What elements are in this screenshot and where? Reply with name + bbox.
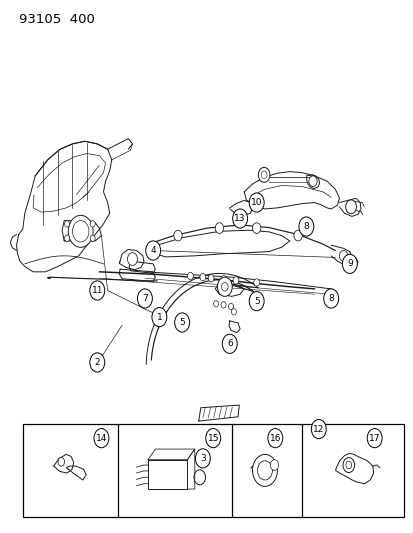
Circle shape [68,215,93,247]
Circle shape [293,230,301,241]
Circle shape [366,429,381,448]
Text: 11: 11 [91,286,103,295]
Circle shape [308,176,316,187]
Text: 5: 5 [253,297,259,305]
Circle shape [173,230,182,241]
Circle shape [252,454,277,486]
Text: 6: 6 [226,340,232,348]
Text: 1: 1 [156,313,162,321]
Circle shape [249,193,263,212]
Circle shape [199,273,205,281]
Circle shape [213,301,218,307]
Text: 16: 16 [269,434,280,442]
Circle shape [345,462,351,469]
Circle shape [257,461,272,480]
Text: 5: 5 [179,318,185,327]
Circle shape [231,309,236,315]
Circle shape [94,429,109,448]
Text: 4: 4 [150,246,156,255]
Circle shape [342,457,354,473]
Text: 8: 8 [303,222,309,231]
Circle shape [258,167,269,182]
Circle shape [345,200,356,214]
Text: 7: 7 [142,294,147,303]
Circle shape [174,313,189,332]
Bar [148,459,187,489]
Circle shape [249,292,263,311]
Circle shape [253,279,259,286]
Text: 10: 10 [250,198,262,207]
Circle shape [215,223,223,233]
Circle shape [217,277,232,296]
Circle shape [64,235,69,241]
Circle shape [339,251,347,261]
Circle shape [58,457,64,466]
Text: 13: 13 [234,214,245,223]
Circle shape [261,171,266,179]
Text: 8: 8 [328,294,333,303]
Text: 3: 3 [199,454,205,463]
Circle shape [222,334,237,353]
Text: 2: 2 [94,358,100,367]
Circle shape [137,289,152,308]
Text: 14: 14 [95,434,107,442]
Circle shape [221,302,225,308]
Text: 9: 9 [346,260,352,268]
Circle shape [270,459,278,471]
Circle shape [221,282,228,291]
Circle shape [64,221,69,227]
Circle shape [208,274,214,282]
Text: 17: 17 [368,434,380,442]
Circle shape [187,272,193,280]
Text: 12: 12 [312,425,324,433]
Circle shape [323,289,338,308]
Circle shape [90,353,104,372]
Bar [23,424,403,517]
Circle shape [205,429,220,448]
Circle shape [342,254,356,273]
Circle shape [90,221,95,227]
Circle shape [311,419,325,439]
Circle shape [152,308,166,327]
Circle shape [195,449,210,468]
Circle shape [127,253,137,265]
Circle shape [267,429,282,448]
Circle shape [228,303,233,310]
Circle shape [233,277,238,284]
Circle shape [72,221,89,242]
Circle shape [252,223,260,233]
Text: 15: 15 [207,434,218,442]
Circle shape [298,217,313,236]
Circle shape [220,276,226,283]
Circle shape [90,235,95,241]
Circle shape [145,241,160,260]
Circle shape [90,281,104,300]
Circle shape [232,209,247,228]
Text: 93105  400: 93105 400 [19,13,94,26]
